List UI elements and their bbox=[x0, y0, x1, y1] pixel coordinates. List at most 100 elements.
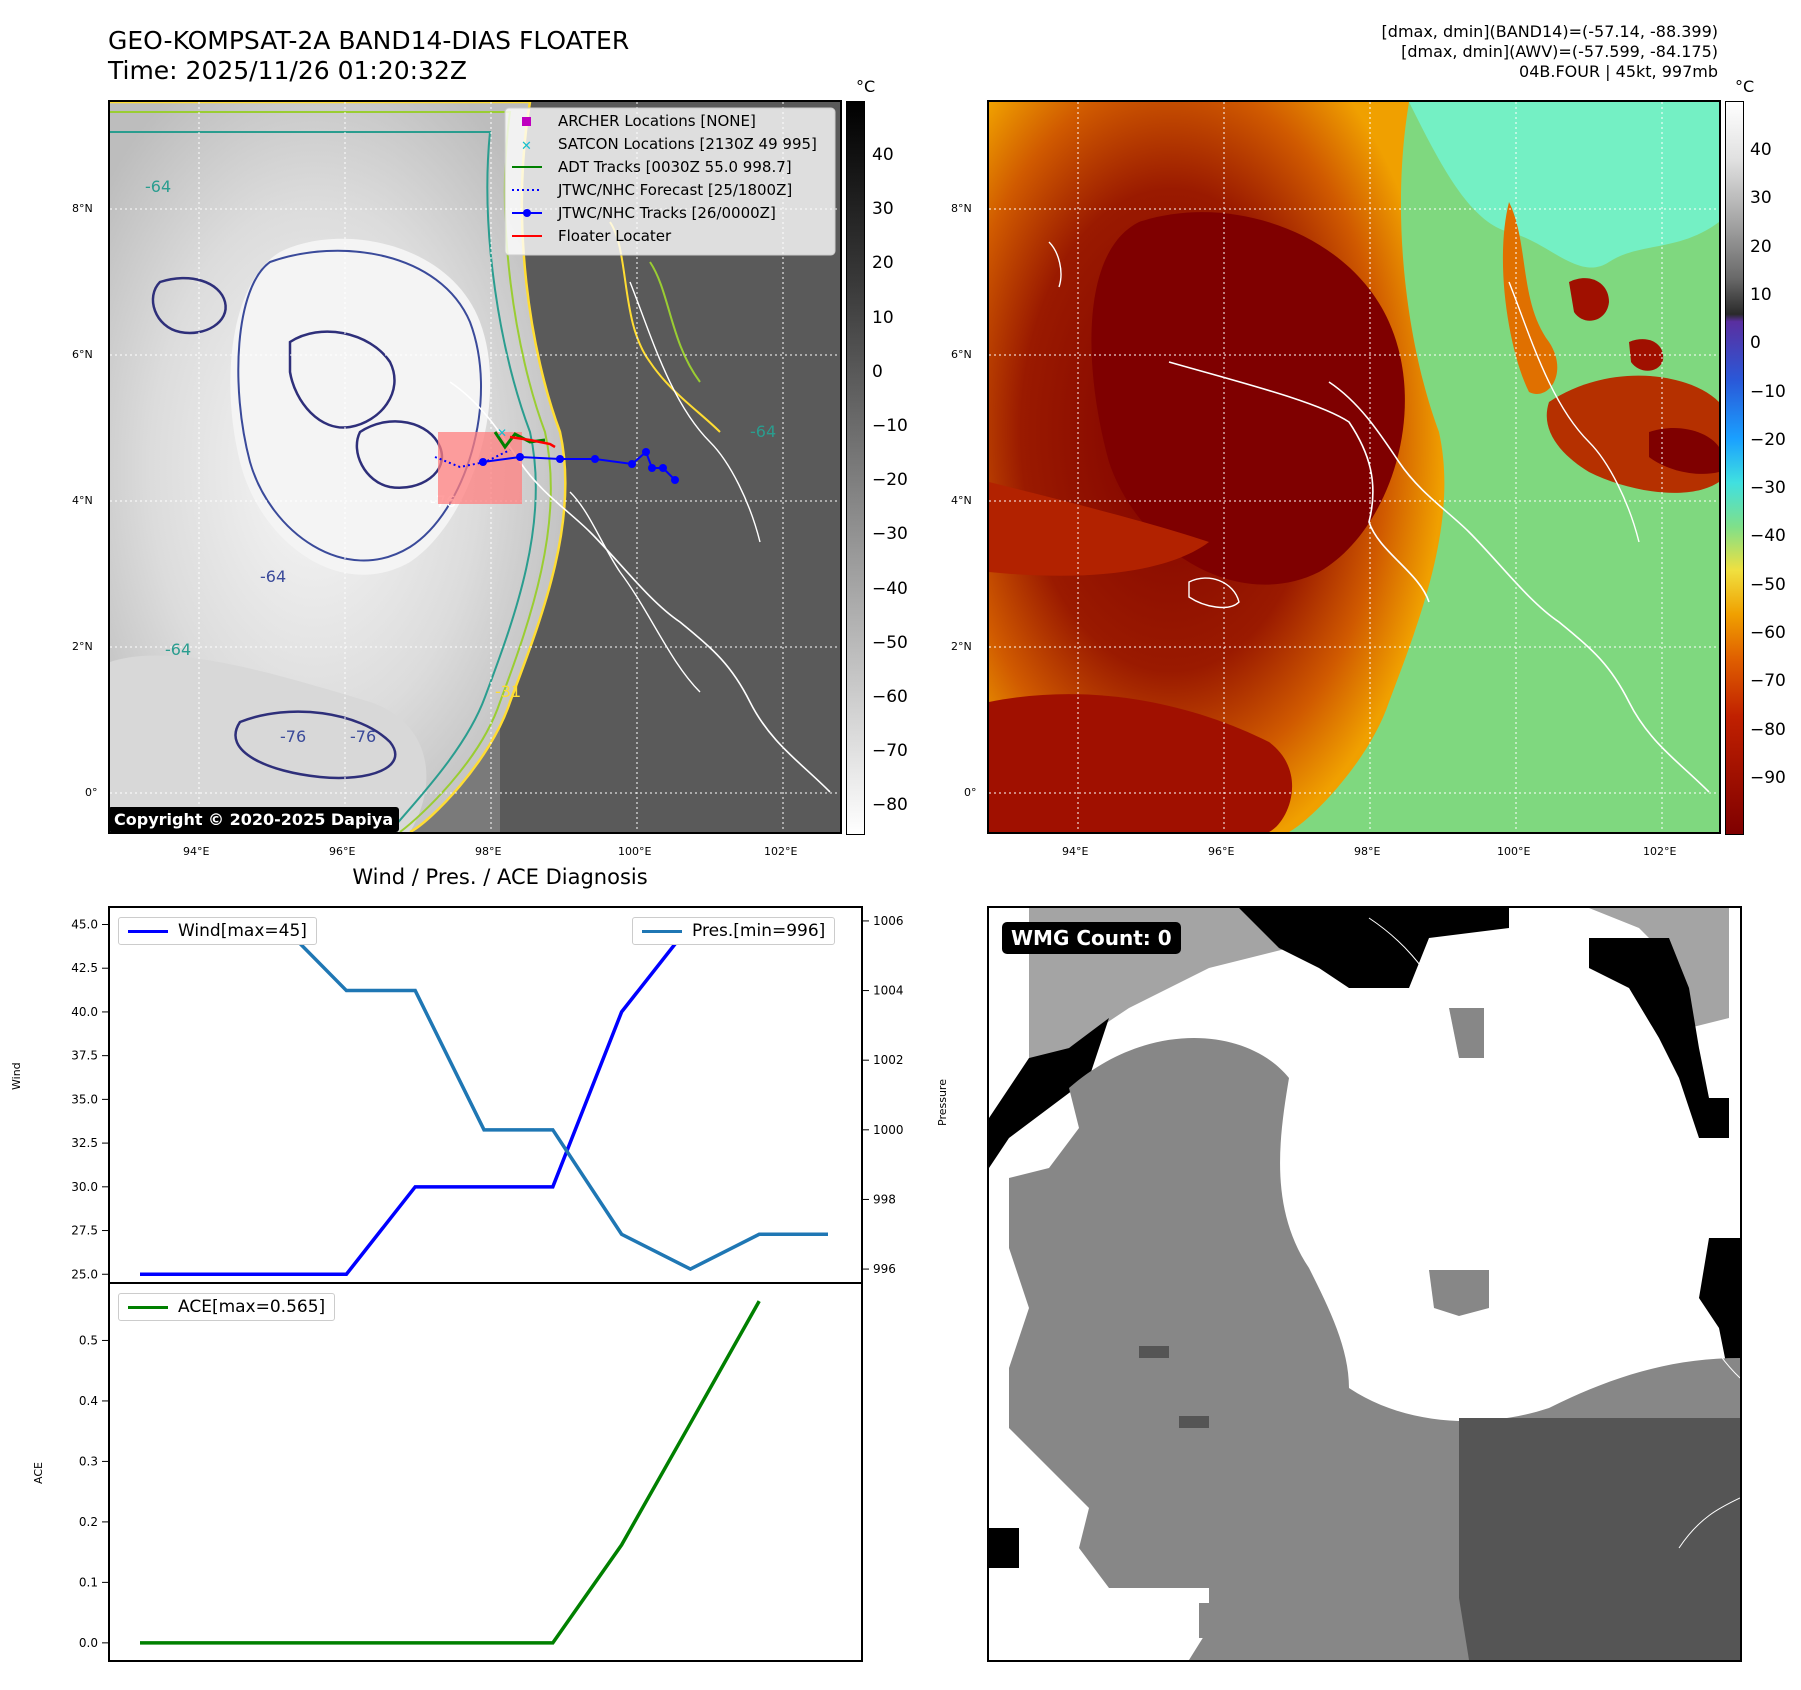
info-line-1: [dmax, dmin](BAND14)=(-57.14, -88.399) bbox=[1381, 22, 1718, 41]
right-lon-102: 102°E bbox=[1643, 845, 1677, 858]
wind-tick-label: 30.0 bbox=[71, 1180, 98, 1194]
right-lon-98: 98°E bbox=[1354, 845, 1381, 858]
contour-label: -64 bbox=[165, 640, 191, 659]
colorbar-tick-label: −40 bbox=[872, 578, 908, 599]
map-legend: ARCHER Locations [NONE] ✕ SATCON Locatio… bbox=[504, 107, 836, 256]
colorbar-tick-label: −20 bbox=[1750, 429, 1786, 450]
left-colorbar-unit: °C bbox=[856, 77, 876, 96]
right-lon-94: 94°E bbox=[1062, 845, 1089, 858]
colorbar-tick-label: 0 bbox=[1750, 333, 1761, 354]
diagnosis-title: Wind / Pres. / ACE Diagnosis bbox=[352, 865, 648, 889]
info-line-3: 04B.FOUR | 45kt, 997mb bbox=[1519, 62, 1718, 81]
plot-title: GEO-KOMPSAT-2A BAND14-DIAS FLOATER Time: … bbox=[108, 26, 629, 86]
convection-strip bbox=[1502, 202, 1558, 394]
wmg-gray-spot-s bbox=[1199, 1603, 1269, 1638]
colorbar-tick-label: 40 bbox=[1750, 140, 1772, 160]
contour-core-1 bbox=[288, 330, 396, 429]
wind-tick-label: 37.5 bbox=[71, 1049, 98, 1063]
ace-panel bbox=[108, 1282, 863, 1662]
pressure-tick-label: 1006 bbox=[873, 914, 904, 928]
contour-label: -64 bbox=[750, 422, 776, 441]
colorbar-tick-label: −50 bbox=[1750, 574, 1786, 595]
left-lat-6: 6°N bbox=[72, 348, 93, 361]
legend-adt: ADT Tracks [0030Z 55.0 998.7] bbox=[558, 158, 792, 176]
convection-cell-1 bbox=[1569, 278, 1609, 321]
right-lat-8: 8°N bbox=[951, 202, 972, 215]
contour-scatter-2 bbox=[649, 261, 701, 383]
colorbar-tick-label: 30 bbox=[1750, 188, 1772, 209]
pressure-legend-line-icon bbox=[642, 929, 682, 933]
satcon-legend-icon: ✕ bbox=[521, 139, 532, 154]
colorbar-tick-label: −40 bbox=[1750, 526, 1786, 547]
floater-locater-line bbox=[509, 435, 556, 449]
title-line-2: Time: 2025/11/26 01:20:32Z bbox=[108, 56, 467, 85]
island-outline-north bbox=[1048, 241, 1062, 288]
contour-labels: -64 -76 -64 -64 -76 -64 -31 -76 bbox=[145, 177, 776, 746]
wmg-coastline-2 bbox=[1678, 1497, 1740, 1549]
jtwc-forecast-track bbox=[434, 449, 511, 469]
wind-legend: Wind[max=45] bbox=[118, 917, 317, 945]
pressure-series-line bbox=[140, 919, 828, 1272]
ir-grayscale-svg: -64 -76 -64 -64 -76 -64 -31 -76 ✕ ARCH bbox=[110, 102, 840, 832]
right-colorbar-unit: °C bbox=[1735, 77, 1755, 96]
pressure-legend: Pres.[min=996] bbox=[632, 917, 836, 945]
convection-cell-2 bbox=[1629, 339, 1664, 371]
left-lat-8: 8°N bbox=[72, 202, 93, 215]
sumatra-coastline-right bbox=[1328, 381, 1710, 793]
colorbar-tick-label: −80 bbox=[872, 795, 908, 816]
colorbar-tick-label: 10 bbox=[1750, 284, 1772, 305]
ace-tick-label: 0.5 bbox=[79, 1333, 98, 1347]
ace-tick-label: 0.4 bbox=[79, 1394, 98, 1408]
right-lon-96: 96°E bbox=[1208, 845, 1235, 858]
ace-axis-label: ACE bbox=[32, 1462, 45, 1484]
copyright-badge: Copyright © 2020-2025 Dapiya bbox=[108, 807, 400, 832]
island-outline bbox=[1188, 577, 1240, 609]
legend-locater: Floater Locater bbox=[558, 227, 672, 245]
right-lon-100: 100°E bbox=[1497, 845, 1531, 858]
wind-tick-label: 35.0 bbox=[71, 1092, 98, 1106]
left-lon-100: 100°E bbox=[618, 845, 652, 858]
wmg-dark-spot-2 bbox=[1179, 1416, 1209, 1428]
pressure-axis-label: Pressure bbox=[936, 1079, 949, 1126]
pressure-tick-label: 998 bbox=[873, 1192, 896, 1206]
right-lat-4: 4°N bbox=[951, 494, 972, 507]
colorbar-tick-label: −90 bbox=[1750, 767, 1786, 788]
wind-legend-label: Wind[max=45] bbox=[178, 921, 307, 941]
contour-label: -31 bbox=[495, 682, 521, 701]
left-lon-102: 102°E bbox=[764, 845, 798, 858]
map-gridlines-right bbox=[989, 102, 1719, 832]
right-lat-0: 0° bbox=[964, 786, 977, 799]
colorbar-tick-label: 30 bbox=[872, 199, 894, 220]
wmg-black-ne bbox=[1589, 938, 1729, 1138]
colorbar-tick-label: −60 bbox=[1750, 623, 1786, 643]
storm-info: [dmax, dmin](BAND14)=(-57.14, -88.399) [… bbox=[1382, 22, 1718, 82]
right-lat-6: 6°N bbox=[951, 348, 972, 361]
contour-label: -76 bbox=[350, 727, 376, 746]
pressure-tick-label: 1000 bbox=[873, 1123, 904, 1137]
colorbar-tick-label: 40 bbox=[872, 145, 894, 165]
left-lat-4: 4°N bbox=[72, 494, 93, 507]
ace-tick-label: 0.1 bbox=[79, 1575, 98, 1589]
south-cloud-band bbox=[110, 655, 427, 832]
legend-track: JTWC/NHC Tracks [26/0000Z] bbox=[557, 204, 776, 222]
colorbar-tick-label: 20 bbox=[872, 253, 894, 274]
contour-label: -64 bbox=[260, 567, 286, 586]
wmg-gray-island bbox=[1429, 1270, 1489, 1316]
contour-label: -76 bbox=[280, 727, 306, 746]
colorbar-tick-label: −30 bbox=[1750, 478, 1786, 499]
wind-tick-label: 27.5 bbox=[71, 1224, 98, 1238]
wind-tick-label: 32.5 bbox=[71, 1136, 98, 1150]
wind-tick-label: 42.5 bbox=[71, 961, 98, 975]
ir-color-map bbox=[987, 100, 1721, 834]
sumatra-east-coast bbox=[569, 491, 701, 693]
ace-tick-label: 0.3 bbox=[79, 1454, 98, 1468]
wind-tick-label: 45.0 bbox=[71, 917, 98, 931]
colorbar-tick-label: −50 bbox=[872, 632, 908, 653]
cold-patch-east-core bbox=[1649, 427, 1719, 474]
colorbar-tick-label: −70 bbox=[1750, 671, 1786, 692]
wmg-dark-spot-1 bbox=[1139, 1346, 1169, 1358]
left-colorbar bbox=[846, 101, 865, 835]
wmg-dark-gray bbox=[1459, 1418, 1740, 1660]
ir-grayscale-map: -64 -76 -64 -64 -76 -64 -31 -76 ✕ ARCH bbox=[108, 100, 842, 834]
pressure-legend-label: Pres.[min=996] bbox=[692, 921, 826, 941]
